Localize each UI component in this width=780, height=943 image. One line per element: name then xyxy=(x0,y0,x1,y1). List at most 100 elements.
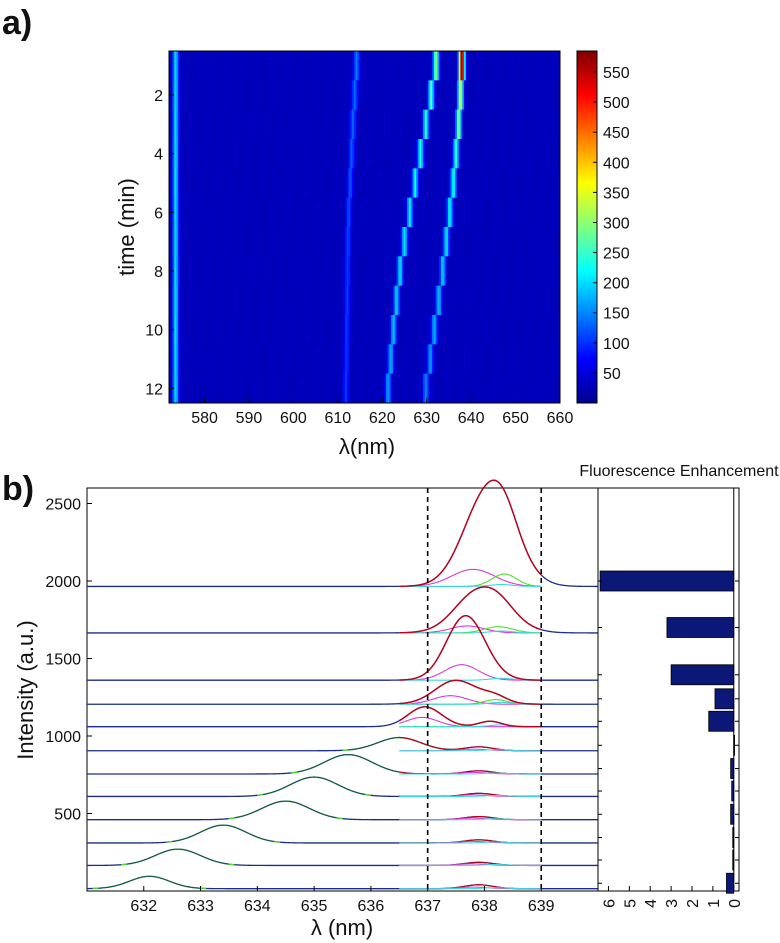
heatmap-cell xyxy=(256,80,259,111)
heatmap-cell xyxy=(542,344,545,375)
heatmap-cell xyxy=(467,51,470,81)
heatmap-cell xyxy=(270,315,273,345)
heatmap-cell xyxy=(439,373,442,404)
heatmap-cell xyxy=(508,227,511,257)
heatmap-cell xyxy=(254,139,257,169)
heatmap-cell xyxy=(456,256,460,287)
heatmap-cell xyxy=(414,80,417,111)
heatmap-cell xyxy=(185,373,188,404)
heatmap-cell xyxy=(535,197,538,228)
heatmap-cell xyxy=(208,227,211,257)
heatmap-cell xyxy=(359,80,362,111)
heatmap-cell xyxy=(334,51,337,81)
heatmap-cell xyxy=(176,373,179,404)
heatmap-cell xyxy=(440,285,444,316)
heatmap-cell xyxy=(435,197,438,228)
heatmap-cell xyxy=(369,344,373,375)
heatmap-cell xyxy=(197,109,200,140)
heatmap-cell xyxy=(538,109,541,140)
heatmap-cell xyxy=(238,168,241,199)
heatmap-cell xyxy=(549,315,552,345)
heatmap-cell xyxy=(439,109,442,140)
heatmap-cell xyxy=(519,51,522,81)
heatmap-cell xyxy=(364,197,367,228)
heatmap-cell xyxy=(197,227,200,257)
heatmap-cell xyxy=(382,51,385,81)
heatmap-cell xyxy=(549,80,552,111)
heatmap-cell xyxy=(323,51,326,81)
heatmap-cell xyxy=(284,373,287,404)
spectra-y-tick-label: 1500 xyxy=(45,652,81,669)
heatmap-cell xyxy=(216,168,220,199)
heatmap-cell xyxy=(510,80,513,111)
heatmap-cell xyxy=(373,373,376,404)
heatmap-cell xyxy=(364,256,367,287)
heatmap-cell xyxy=(426,256,429,287)
heatmap-cell xyxy=(360,344,364,375)
heatmap-cell xyxy=(389,315,392,345)
heatmap-cell xyxy=(405,344,408,375)
heatmap-cell xyxy=(508,373,511,404)
heatmap-cell xyxy=(512,285,515,316)
heatmap-cell xyxy=(396,373,399,404)
heatmap-cell xyxy=(520,109,524,140)
heatmap-cell xyxy=(437,197,440,228)
heatmap-cell xyxy=(520,80,524,111)
spectrum-fit-total xyxy=(398,706,542,728)
heatmap-cell xyxy=(279,51,282,81)
heatmap-cell xyxy=(552,80,556,111)
heatmap-cell xyxy=(405,373,408,404)
heatmap-cell xyxy=(300,109,303,140)
heatmap-cell xyxy=(183,344,186,375)
heatmap-cell xyxy=(266,373,269,404)
heatmap-cell xyxy=(296,227,300,257)
heatmap-cell xyxy=(442,109,445,140)
heatmap-cell xyxy=(485,227,488,257)
heatmap-cell xyxy=(339,256,342,287)
heatmap-cell xyxy=(327,315,330,345)
heatmap-cell xyxy=(257,285,261,316)
heatmap-cell xyxy=(440,80,444,111)
heatmap-cell xyxy=(174,256,177,287)
heatmap-cell xyxy=(236,197,239,228)
heatmap-cell xyxy=(460,139,463,169)
heatmap-cell xyxy=(401,285,404,316)
heatmap-cell xyxy=(229,51,232,81)
colorbar-tick-label: 400 xyxy=(603,155,630,172)
heatmap-cell xyxy=(170,227,173,257)
heatmap-cell xyxy=(179,373,182,404)
heatmap-cell xyxy=(547,139,550,169)
heatmap-cell xyxy=(284,197,287,228)
heatmap-cell xyxy=(179,227,182,257)
heatmap-cell xyxy=(519,315,522,345)
heatmap-cell xyxy=(206,227,209,257)
heatmap-cell xyxy=(336,373,339,404)
heatmap-cell xyxy=(533,373,536,404)
heatmap-cell xyxy=(264,109,268,140)
heatmap-cell xyxy=(332,256,335,287)
heatmap-cell xyxy=(181,197,184,228)
heatmap-cell xyxy=(426,227,429,257)
heatmap-cell xyxy=(439,285,442,316)
heatmap-cell xyxy=(492,315,495,345)
heatmap-cell xyxy=(515,51,518,81)
heatmap-cell xyxy=(368,80,371,111)
heatmap-cell xyxy=(364,373,367,404)
heatmap-cell xyxy=(243,256,246,287)
heatmap-cell xyxy=(357,285,360,316)
heatmap-cell xyxy=(366,109,369,140)
spectra-y-axis-label: Intensity (a.u.) xyxy=(13,620,38,759)
heatmap-cell xyxy=(497,80,500,111)
heatmap-cell xyxy=(304,80,307,111)
heatmap-cell xyxy=(368,256,371,287)
heatmap-cell xyxy=(211,51,214,81)
heatmap-cell xyxy=(256,197,259,228)
heatmap-cell xyxy=(545,315,548,345)
heatmap-cell xyxy=(458,109,461,140)
heatmap-cell xyxy=(272,373,275,404)
heatmap-cell xyxy=(483,197,486,228)
heatmap-cell xyxy=(316,168,319,199)
heatmap-cell xyxy=(549,256,552,287)
heatmap-cell xyxy=(453,344,456,375)
heatmap-cell xyxy=(311,285,314,316)
